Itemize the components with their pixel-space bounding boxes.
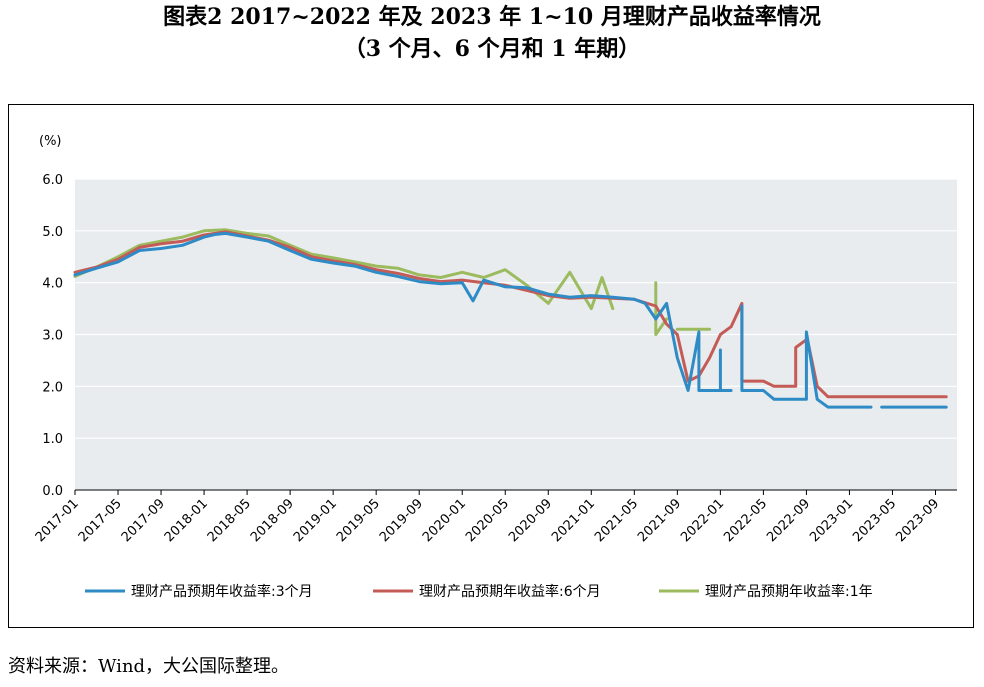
series-line	[73, 231, 733, 392]
legend-label: 理财产品预期年收益率:6个月	[419, 583, 601, 600]
y-tick-label: 3.0	[42, 329, 63, 344]
x-tick-label: 2021-05	[592, 496, 641, 545]
x-tick-label: 2020-01	[420, 496, 469, 545]
legend-label: 理财产品预期年收益率:1年	[705, 583, 873, 600]
y-axis-unit-label: (%)	[39, 134, 62, 149]
x-tick-label: 2020-05	[463, 496, 512, 545]
x-tick-label: 2017-01	[33, 496, 82, 545]
x-tick-label: 2017-09	[119, 496, 168, 545]
x-tick-label: 2018-05	[205, 496, 254, 545]
source-note: 资料来源：Wind，大公国际整理。	[8, 656, 290, 677]
x-tick-label: 2019-09	[377, 496, 426, 545]
y-tick-label: 1.0	[42, 432, 63, 447]
y-tick-label: 6.0	[42, 173, 63, 188]
x-tick-label: 2019-01	[291, 496, 340, 545]
x-tick-label: 2023-05	[850, 496, 899, 545]
x-tick-label: 2018-09	[248, 496, 297, 545]
series-line	[654, 281, 669, 336]
x-tick-label: 2022-09	[764, 496, 813, 545]
line-chart: 0.0 1.0 2.0 3.0 4.0 5.0 6.0 2017-012017-052017…	[33, 134, 957, 600]
x-tick-label: 2019-05	[334, 496, 383, 545]
x-tick-label: 2021-09	[635, 496, 684, 545]
x-tick-label: 2022-01	[678, 496, 727, 545]
x-tick-label: 2023-09	[893, 496, 942, 545]
x-tick-label: 2017-05	[76, 496, 125, 545]
x-tick-label: 2020-09	[506, 496, 555, 545]
series-line	[740, 304, 873, 409]
legend-label: 理财产品预期年收益率:3个月	[131, 583, 313, 600]
y-tick-label: 5.0	[42, 225, 63, 240]
y-tick-label: 2.0	[42, 380, 63, 395]
x-tick-label: 2018-01	[162, 496, 211, 545]
series-line	[73, 228, 615, 311]
y-tick-label: 0.0	[42, 484, 63, 499]
chart-subtitle: （3 个月、6 个月和 1 年期）	[343, 36, 641, 62]
x-tick-label: 2021-01	[549, 496, 598, 545]
chart-frame: 0.0 1.0 2.0 3.0 4.0 5.0 6.0 2017-01 2017-05 2017…	[8, 104, 974, 628]
x-tick-label: 2022-05	[721, 496, 770, 545]
x-tick-label: 2023-01	[807, 496, 856, 545]
chart-title: 图表2 2017~2022 年及 2023 年 1~10 月理财产品收益率情况	[163, 4, 821, 30]
y-tick-label: 4.0	[42, 277, 63, 292]
